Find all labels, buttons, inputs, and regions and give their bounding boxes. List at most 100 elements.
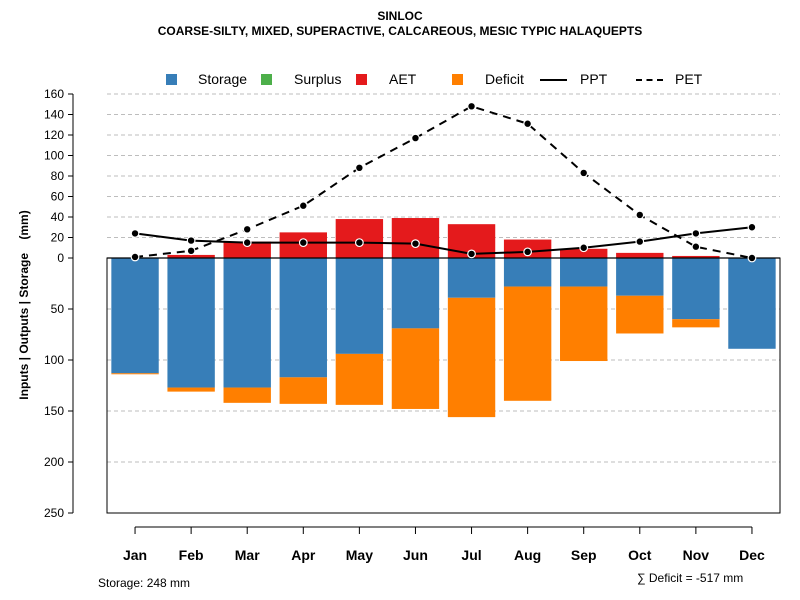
- deficit-bar-apr: [279, 377, 327, 404]
- ppt-point-nov: [691, 228, 701, 238]
- storage-bar-mar: [223, 258, 271, 388]
- lines-layer: [130, 101, 757, 263]
- x-tick-label-apr: Apr: [291, 547, 316, 563]
- y-tick-label-upper-60: 60: [51, 190, 65, 204]
- deficit-total-text: ∑ Deficit = -517 mm: [637, 571, 744, 585]
- pet-point-feb: [186, 246, 196, 256]
- pet-point-jul: [467, 101, 476, 111]
- pet-point-jan: [130, 252, 140, 262]
- aet-bar-jun: [391, 218, 440, 258]
- ppt-point-jun: [411, 239, 420, 249]
- legend-swatch-surplus: [261, 74, 272, 85]
- legend-label-storage: Storage: [198, 71, 248, 87]
- x-tick-label-jan: Jan: [123, 547, 147, 563]
- y-tick-label-lower-50: 50: [51, 302, 65, 316]
- frame-layer: [106, 257, 781, 514]
- legend-label-ppt: PPT: [580, 71, 608, 87]
- ppt-point-mar: [242, 238, 252, 248]
- deficit-bar-jul: [447, 297, 496, 418]
- deficit-bar-may: [335, 353, 384, 405]
- pet-point-dec: [747, 253, 757, 263]
- storage-bar-sep: [560, 258, 608, 287]
- legend-line-ppt: [540, 79, 567, 81]
- aet-bar-feb: [167, 254, 215, 258]
- legend-label-deficit: Deficit: [485, 71, 524, 87]
- y-tick-label-upper-20: 20: [51, 231, 65, 245]
- x-tick-label-may: May: [346, 547, 373, 563]
- y-tick-label-upper-120: 120: [44, 128, 64, 142]
- aet-bar-mar: [223, 241, 271, 258]
- x-tick-label-mar: Mar: [235, 547, 260, 563]
- legend-label-aet: AET: [389, 71, 417, 87]
- deficit-bar-aug: [503, 286, 552, 401]
- ppt-point-jul: [467, 249, 476, 259]
- pet-point-aug: [523, 119, 533, 129]
- y-tick-label-upper-160: 160: [44, 87, 64, 101]
- x-tick-label-jul: Jul: [461, 547, 481, 563]
- deficit-bar-mar: [223, 387, 271, 403]
- aet-bar-oct: [616, 252, 664, 258]
- ppt-point-jan: [130, 228, 140, 238]
- bars-layer: [111, 218, 776, 418]
- storage-bar-aug: [503, 258, 552, 287]
- y-tick-label-upper-0: 0: [57, 251, 64, 265]
- storage-bar-nov: [672, 258, 720, 320]
- storage-total-text: Storage: 248 mm: [98, 576, 191, 590]
- y-axis-label: Inputs | Outputs | Storage (mm): [17, 210, 31, 399]
- axis-layer: 0 20 40 60 80 100 120 140 160 50 100 150 200 250 Jan Fe…: [44, 87, 765, 563]
- ppt-point-feb: [186, 236, 196, 245]
- y-tick-label-lower-150: 150: [44, 404, 64, 418]
- aet-bar-sep: [560, 248, 608, 258]
- ppt-point-apr: [298, 238, 308, 248]
- y-tick-label-upper-100: 100: [44, 149, 64, 163]
- pet-point-nov: [691, 242, 701, 252]
- x-tick-label-oct: Oct: [628, 547, 652, 563]
- y-tick-label-upper-80: 80: [51, 169, 65, 183]
- pet-point-oct: [635, 210, 645, 220]
- deficit-bar-sep: [560, 286, 608, 362]
- pet-point-mar: [242, 224, 252, 234]
- storage-bar-feb: [167, 258, 215, 388]
- legend-swatch-storage: [166, 74, 177, 85]
- storage-bar-jul: [447, 258, 496, 298]
- deficit-bar-jun: [391, 328, 440, 409]
- x-tick-label-jun: Jun: [403, 547, 428, 563]
- y-tick-label-upper-140: 140: [44, 108, 64, 122]
- aet-bar-nov: [672, 255, 720, 258]
- x-tick-label-aug: Aug: [514, 547, 541, 563]
- deficit-bar-jan: [111, 373, 159, 375]
- storage-bar-dec: [728, 258, 776, 349]
- deficit-bar-nov: [672, 319, 720, 328]
- x-tick-label-nov: Nov: [683, 547, 710, 563]
- ppt-point-sep: [579, 243, 589, 253]
- pet-line: [134, 105, 753, 259]
- storage-bar-apr: [279, 258, 327, 378]
- legend-swatch-aet: [356, 74, 367, 85]
- pet-point-jun: [411, 133, 420, 143]
- legend-label-pet: PET: [675, 71, 703, 87]
- ppt-point-may: [354, 238, 364, 248]
- legend-swatch-deficit: [452, 74, 463, 85]
- y-tick-label-lower-250: 250: [44, 506, 64, 520]
- pet-point-sep: [579, 168, 589, 178]
- grid-layer: [107, 93, 780, 463]
- x-tick-label-sep: Sep: [571, 547, 597, 563]
- ppt-line: [134, 226, 753, 255]
- storage-bar-may: [335, 258, 384, 354]
- pet-point-may: [354, 163, 364, 173]
- legend-line-pet: [636, 79, 663, 81]
- storage-bar-jun: [391, 258, 440, 329]
- storage-bar-jan: [111, 258, 159, 374]
- ppt-point-oct: [635, 237, 645, 247]
- legend-label-surplus: Surplus: [294, 71, 342, 87]
- deficit-bar-feb: [167, 387, 215, 392]
- deficit-bar-oct: [616, 295, 664, 334]
- y-tick-label-lower-100: 100: [44, 353, 64, 367]
- chart-title: SINLOC: [377, 9, 423, 23]
- x-tick-label-feb: Feb: [179, 547, 204, 563]
- ppt-point-aug: [523, 247, 533, 257]
- y-tick-label-lower-200: 200: [44, 455, 64, 469]
- chart-subtitle: COARSE-SILTY, MIXED, SUPERACTIVE, CALCAR…: [157, 24, 643, 38]
- ppt-point-dec: [747, 222, 757, 232]
